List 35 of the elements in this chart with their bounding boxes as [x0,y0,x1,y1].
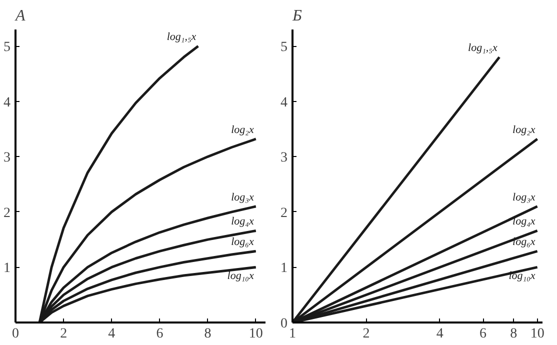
y-tick-label: 4 [4,95,10,110]
series-label: log₂x [512,124,536,136]
y-tick-label: 1 [280,261,288,276]
x-tick-label: 2 [362,326,370,342]
series-label: log₄x [231,216,254,228]
series-label: log₁,₅x [468,42,498,54]
series-label: log₃x [512,191,536,204]
series-label: log₂x [231,124,254,136]
series-label: log₁₀x [227,270,254,282]
y-tick-label: 0 [280,316,288,332]
y-tick-label: 3 [4,150,10,166]
x-tick-label: 8 [510,326,518,342]
x-tick-label: 2 [60,326,68,342]
y-tick-label: 2 [4,206,10,221]
series-label: log₆x [512,236,536,248]
x-tick-label: 4 [108,326,116,342]
y-tick-label: 2 [280,206,288,221]
y-tick-label: 4 [280,95,288,110]
chart-title: А [14,8,26,24]
y-tick-label: 3 [280,150,288,166]
x-tick-label: 8 [204,326,212,342]
series-label: log₃x [231,191,254,204]
x-tick-label: 6 [156,326,164,342]
y-tick-label: 5 [4,40,10,56]
series-label: log₁₀x [508,270,536,282]
x-tick-label: 10 [530,326,544,342]
x-tick-label: 6 [480,326,486,342]
x-tick-label: 4 [436,326,444,342]
series-label: log₄x [512,216,536,228]
chart-title: Б [292,8,302,24]
y-tick-label: 5 [280,40,288,56]
series-label: log₁,₅x [166,31,196,44]
x-tick-label: 10 [248,326,263,342]
series-label: log₆x [231,236,254,248]
y-tick-label: 1 [4,261,10,276]
